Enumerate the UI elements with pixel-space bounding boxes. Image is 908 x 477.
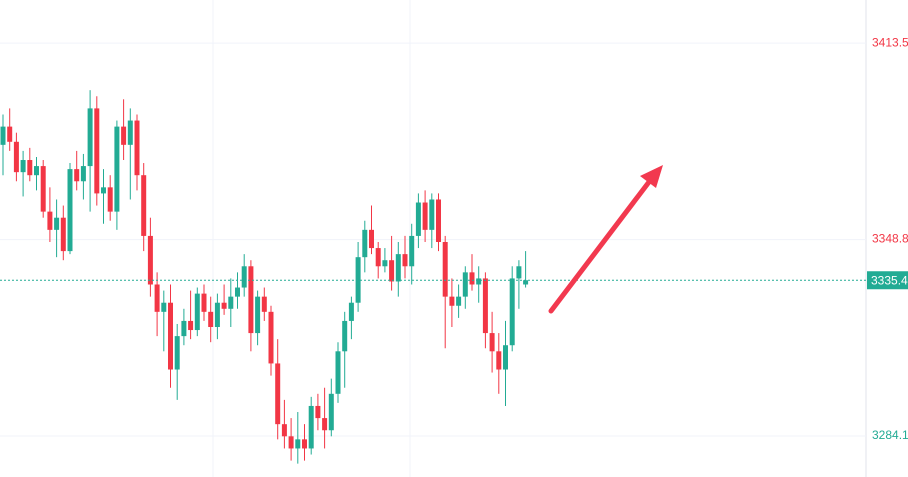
candle-body xyxy=(121,126,127,145)
candle-body xyxy=(436,199,441,242)
y-tick-label: 3348.8 xyxy=(872,232,908,246)
candle-body xyxy=(7,126,13,142)
candle-body xyxy=(335,351,341,394)
candle-body xyxy=(168,302,173,370)
candle-body xyxy=(248,266,254,334)
candle-body xyxy=(422,202,428,230)
arrow-head xyxy=(640,165,663,188)
candle-body xyxy=(114,126,120,212)
candle-body xyxy=(0,126,6,145)
candle-body xyxy=(40,166,46,212)
candle-body xyxy=(54,217,60,230)
candle-body xyxy=(255,296,261,334)
candle-body xyxy=(20,160,26,173)
candle-body xyxy=(328,393,334,431)
candle-body xyxy=(161,302,167,312)
candle-body xyxy=(402,254,408,267)
candle-body xyxy=(174,336,180,370)
candle-body xyxy=(235,287,240,297)
candle-body xyxy=(449,296,455,306)
candle-body xyxy=(147,235,153,285)
candle-body xyxy=(442,241,448,297)
candle-body xyxy=(94,108,100,194)
candle-body xyxy=(221,302,227,309)
last-price-box xyxy=(867,271,908,290)
candle-body xyxy=(295,439,301,449)
candle-body xyxy=(355,257,361,303)
candle-body xyxy=(462,272,468,297)
candle-body xyxy=(342,320,348,352)
candle-body xyxy=(509,278,515,346)
candle-body xyxy=(241,266,247,288)
candle-body xyxy=(74,169,80,182)
candle-body xyxy=(141,175,147,236)
candle-body xyxy=(275,363,281,425)
candle-body xyxy=(13,141,19,173)
candle-body xyxy=(456,296,462,306)
candle-body xyxy=(27,160,33,176)
candle-body xyxy=(228,296,234,309)
candle-body xyxy=(308,405,314,449)
candle-body xyxy=(382,260,388,267)
candle-body xyxy=(489,333,495,352)
candle-body xyxy=(80,166,86,182)
candle-body xyxy=(322,418,328,431)
candle-body xyxy=(516,266,522,279)
arrow xyxy=(548,165,663,314)
candle-body xyxy=(208,311,214,328)
candle-body xyxy=(268,311,274,364)
candle-body xyxy=(348,302,354,321)
candle-body xyxy=(34,166,39,176)
candle-body xyxy=(194,293,200,331)
candle-body xyxy=(281,424,287,437)
candle-body xyxy=(302,439,307,449)
candle-body xyxy=(496,351,502,370)
candle-body xyxy=(134,120,140,176)
candle-body xyxy=(482,278,488,334)
last-price-label: 3335.4 xyxy=(871,273,908,287)
candle-body xyxy=(181,320,187,337)
candle-body xyxy=(415,202,421,236)
candle-body xyxy=(523,280,529,285)
candle-body xyxy=(375,248,381,267)
candle-body xyxy=(67,169,73,252)
candle-body xyxy=(188,320,194,331)
plot: 3413.5 3348.8 3284.1 3335.4 xyxy=(0,35,908,464)
candle-body xyxy=(201,293,207,312)
candle-body xyxy=(476,278,482,285)
candle-body xyxy=(127,120,133,145)
arrow-shaft xyxy=(548,175,655,314)
candle-body xyxy=(395,254,401,282)
candle-body xyxy=(409,235,415,267)
candle-body xyxy=(261,296,267,312)
candle-body xyxy=(469,272,475,285)
candle-body xyxy=(107,187,113,212)
candle-body xyxy=(60,217,66,252)
candle-body xyxy=(101,187,106,194)
candle-body xyxy=(47,211,53,230)
candle-body xyxy=(87,108,93,167)
candle-body xyxy=(389,260,395,282)
y-tick-label: 3284.1 xyxy=(872,428,908,442)
candle-body xyxy=(369,229,374,249)
candle-body xyxy=(288,436,294,449)
candle-body xyxy=(503,345,508,370)
candle-body xyxy=(214,302,220,328)
candle-body xyxy=(429,199,435,230)
candle-body xyxy=(154,284,160,312)
candle-body xyxy=(362,229,368,258)
y-tick-label: 3413.5 xyxy=(872,35,908,49)
candle-body xyxy=(315,405,321,419)
